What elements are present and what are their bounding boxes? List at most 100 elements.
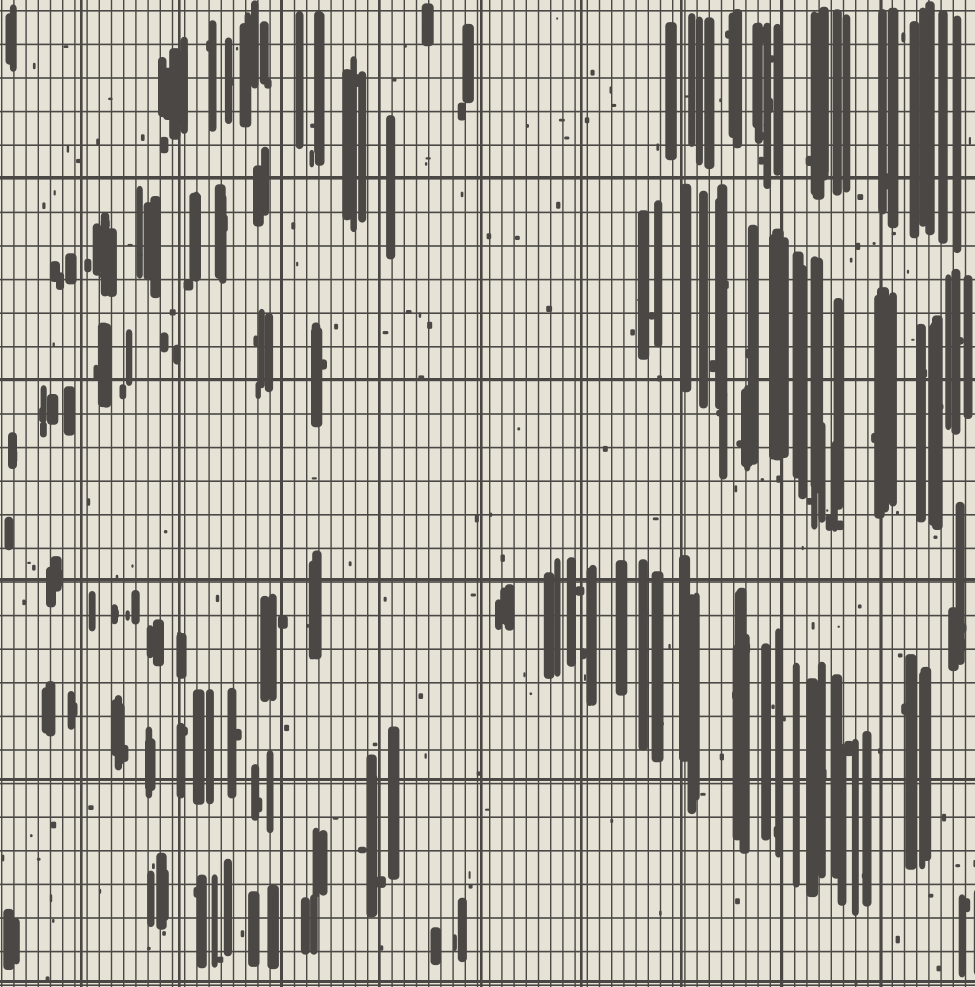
brush-stroke [862, 731, 872, 907]
ink-speckle [837, 625, 840, 628]
brush-stroke [504, 584, 515, 631]
brush-stroke [208, 20, 217, 132]
ink-speckle [169, 309, 176, 316]
brush-stroke [264, 313, 274, 393]
ink-speckle [856, 242, 861, 250]
thin-vertical-line [208, 0, 210, 987]
ink-splatter [575, 586, 585, 596]
ink-splatter [159, 136, 169, 154]
ink-speckle [427, 321, 433, 329]
thin-vertical-line [367, 0, 369, 987]
ink-speckle [872, 242, 876, 245]
ink-splatter [755, 131, 765, 141]
thin-vertical-line [464, 0, 466, 987]
ink-splatter [100, 218, 110, 229]
brush-stroke [717, 184, 728, 400]
thin-vertical-line [62, 0, 64, 987]
ink-splatter [648, 312, 656, 320]
ink-speckle [296, 261, 299, 267]
brush-stroke [874, 294, 885, 519]
brush-stroke [818, 422, 826, 523]
ink-splatter [119, 384, 127, 400]
ink-speckle [131, 564, 134, 568]
thin-vertical-line [733, 0, 735, 987]
brush-stroke [919, 7, 927, 227]
ink-speckle [806, 498, 813, 505]
ink-splatter [834, 781, 842, 794]
brush-stroke [958, 894, 966, 978]
thin-horizontal-line [0, 144, 975, 146]
ink-speckle [76, 158, 82, 164]
ink-speckle [476, 771, 482, 776]
ink-speckle [834, 162, 838, 169]
major-horizontal-line [0, 578, 975, 581]
ink-speckle [500, 554, 505, 562]
ink-speckle [468, 871, 471, 879]
ink-splatter [812, 762, 822, 776]
ink-splatter [741, 642, 751, 655]
ink-speckle [240, 930, 245, 938]
ink-speckle [715, 208, 719, 215]
brush-stroke [261, 146, 270, 216]
ink-speckle [63, 45, 69, 48]
thin-horizontal-line [0, 211, 975, 214]
thin-vertical-line [86, 0, 88, 987]
brush-stroke [9, 4, 17, 72]
ink-splatter [8, 946, 18, 958]
thin-vertical-line [708, 0, 710, 987]
thin-vertical-line [293, 0, 296, 987]
brush-stroke [688, 13, 696, 147]
brush-stroke [342, 69, 352, 221]
ink-speckle [2, 854, 5, 862]
ink-speckle [403, 44, 407, 48]
ink-speckle [657, 375, 663, 382]
ink-speckle [49, 894, 53, 903]
ink-splatter [93, 364, 99, 381]
brush-stroke [214, 184, 226, 279]
brush-stroke [905, 654, 917, 870]
ink-speckle [42, 202, 46, 210]
brush-stroke [223, 858, 232, 957]
thin-vertical-line [184, 0, 186, 987]
ink-speckle [517, 427, 521, 431]
thin-vertical-line [745, 0, 747, 987]
ink-speckle [942, 813, 947, 822]
thin-horizontal-line [0, 883, 975, 886]
ink-splatter [183, 279, 194, 291]
brush-stroke [566, 557, 576, 667]
brush-stroke [193, 191, 200, 282]
ink-speckle [382, 331, 389, 335]
ink-speckle [332, 816, 339, 820]
ink-speckle [306, 623, 309, 628]
ink-speckle [700, 792, 706, 796]
brush-stroke [638, 559, 648, 751]
ink-speckle [378, 945, 384, 951]
ink-splatter [317, 359, 327, 370]
ink-speckle [857, 194, 864, 200]
brush-stroke [159, 332, 169, 353]
ink-speckle [177, 632, 182, 638]
brush-stroke [125, 329, 133, 386]
ink-splatter [169, 88, 175, 97]
brush-stroke [147, 870, 155, 928]
ink-splatter [84, 258, 92, 273]
brush-stroke [358, 71, 367, 223]
ink-splatter [764, 97, 774, 114]
brush-stroke [92, 223, 101, 276]
ink-splatter [11, 449, 18, 464]
ink-speckle [523, 672, 526, 678]
ink-speckle [637, 298, 642, 301]
thin-vertical-line [501, 0, 503, 987]
thin-vertical-line [440, 0, 442, 987]
brush-stroke [909, 21, 920, 239]
ink-speckle [771, 704, 775, 710]
brush-stroke [773, 23, 782, 176]
ink-speckle [98, 273, 103, 278]
ink-speckle [857, 604, 862, 609]
ink-speckle [424, 753, 427, 759]
ink-speckle [127, 243, 133, 247]
ink-splatter [805, 155, 814, 166]
brush-stroke [3, 908, 14, 970]
thin-horizontal-line [0, 312, 975, 314]
ink-speckle [392, 77, 397, 82]
